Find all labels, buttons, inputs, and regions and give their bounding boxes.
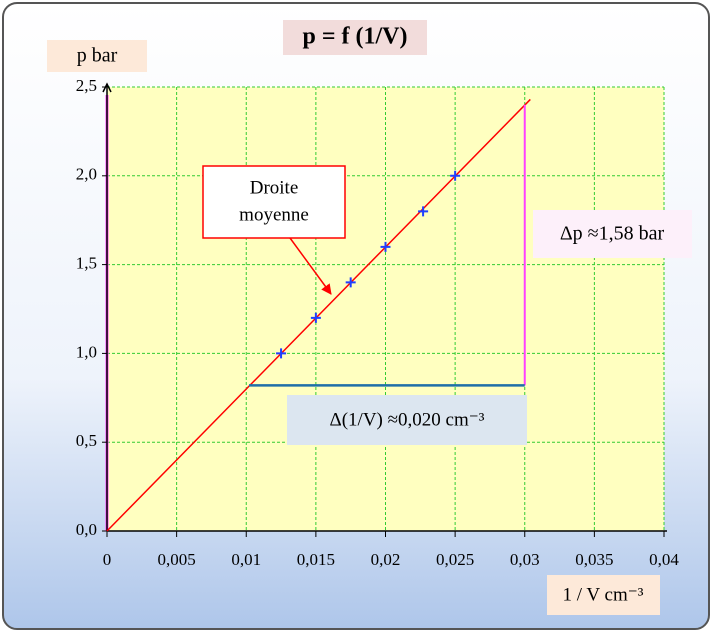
fit-annotation-box: [202, 165, 346, 239]
delta-p-label: Δp ≈1,58 bar: [560, 223, 665, 245]
x-tick-label: 0,01: [231, 550, 261, 569]
delta-p-box: [533, 210, 692, 258]
x-tick-label: 0: [103, 550, 112, 569]
y-tick-label: 0,0: [76, 520, 97, 539]
point: [450, 170, 461, 181]
point: [345, 277, 356, 288]
chart-title: p = f (1/V): [303, 24, 408, 50]
annotation-arrow: [289, 237, 332, 295]
x-tick-label: 0,035: [575, 550, 613, 569]
y-tick-label: 1,0: [76, 342, 97, 361]
delta-x-label: Δ(1/V) ≈0,020 cm⁻³: [330, 409, 485, 430]
y-tick-label: 2,5: [76, 76, 97, 95]
axis-arrow: [102, 82, 112, 93]
delta-x-box: [287, 395, 527, 445]
y-label-box: [47, 40, 147, 72]
fit-annotation: Droite: [250, 177, 299, 198]
point: [276, 348, 287, 359]
point: [310, 312, 321, 323]
x-axis-label: 1 / V cm⁻³: [562, 584, 643, 605]
y-tick-label: 0,5: [76, 431, 97, 450]
x-tick-label: 0,005: [158, 550, 196, 569]
fit-line: [106, 98, 531, 532]
x-tick-label: 0,015: [297, 550, 335, 569]
x-tick-label: 0,025: [436, 550, 474, 569]
point: [418, 206, 429, 217]
x-tick-label: 0,02: [371, 550, 401, 569]
title-box: [283, 20, 427, 55]
point: [380, 241, 391, 252]
fit-annotation: moyenne: [239, 204, 309, 225]
x-tick-label: 0,04: [649, 550, 679, 569]
x-label-box: [547, 575, 660, 615]
y-tick-label: 1,5: [76, 254, 97, 273]
x-tick-label: 0,03: [510, 550, 540, 569]
y-axis-label: p bar: [77, 45, 118, 67]
y-tick-label: 2,0: [76, 165, 97, 184]
